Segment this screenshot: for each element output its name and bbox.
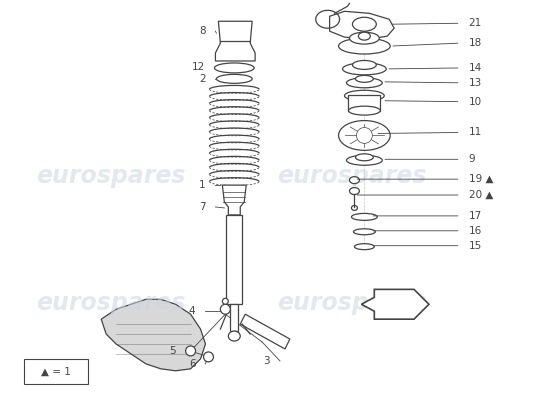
- Circle shape: [186, 346, 196, 356]
- Ellipse shape: [353, 60, 376, 70]
- Ellipse shape: [359, 32, 370, 40]
- Text: 6: 6: [189, 359, 196, 369]
- Text: 12: 12: [192, 62, 206, 72]
- Ellipse shape: [351, 206, 358, 210]
- Ellipse shape: [344, 90, 384, 101]
- Ellipse shape: [346, 155, 382, 165]
- Ellipse shape: [346, 78, 382, 88]
- Text: 16: 16: [469, 226, 482, 236]
- Bar: [230, 304, 238, 331]
- Polygon shape: [361, 289, 429, 319]
- Circle shape: [222, 298, 228, 304]
- Polygon shape: [101, 299, 206, 371]
- Text: 8: 8: [199, 26, 206, 36]
- Text: eurospares: eurospares: [36, 164, 186, 188]
- Ellipse shape: [355, 154, 373, 161]
- Ellipse shape: [349, 188, 359, 194]
- Text: 4: 4: [189, 306, 196, 316]
- Text: 1: 1: [199, 180, 206, 190]
- Ellipse shape: [355, 75, 373, 82]
- Text: 3: 3: [263, 356, 270, 366]
- Text: eurospares: eurospares: [36, 291, 186, 315]
- Ellipse shape: [339, 38, 390, 54]
- Bar: [24, 359, 89, 384]
- Bar: [227, 215, 242, 304]
- Ellipse shape: [228, 331, 240, 341]
- Text: 14: 14: [469, 63, 482, 73]
- Ellipse shape: [349, 177, 359, 184]
- Text: 11: 11: [469, 128, 482, 138]
- Circle shape: [204, 352, 213, 362]
- Ellipse shape: [339, 120, 390, 150]
- Polygon shape: [216, 21, 255, 61]
- Ellipse shape: [214, 63, 254, 73]
- Text: 13: 13: [469, 78, 482, 88]
- Text: 9: 9: [469, 154, 475, 164]
- Polygon shape: [329, 11, 394, 39]
- Text: ▲ = 1: ▲ = 1: [41, 367, 70, 377]
- Ellipse shape: [216, 74, 252, 83]
- Ellipse shape: [354, 229, 375, 235]
- Text: 10: 10: [469, 97, 482, 107]
- Polygon shape: [222, 185, 246, 215]
- Text: 18: 18: [469, 38, 482, 48]
- Text: 2: 2: [199, 74, 206, 84]
- Ellipse shape: [354, 244, 375, 250]
- Text: 20 ▲: 20 ▲: [469, 190, 493, 200]
- Ellipse shape: [349, 106, 380, 115]
- Text: eurospares: eurospares: [277, 291, 426, 315]
- Circle shape: [221, 304, 230, 314]
- Text: 15: 15: [469, 241, 482, 251]
- Ellipse shape: [353, 17, 376, 31]
- Text: 19 ▲: 19 ▲: [469, 174, 493, 184]
- Ellipse shape: [351, 214, 377, 220]
- Text: 7: 7: [199, 202, 206, 212]
- Text: 21: 21: [469, 18, 482, 28]
- Ellipse shape: [343, 63, 386, 75]
- Text: 17: 17: [469, 211, 482, 221]
- Text: eurospares: eurospares: [277, 164, 426, 188]
- Polygon shape: [240, 314, 290, 349]
- Text: 5: 5: [169, 346, 175, 356]
- Circle shape: [356, 128, 372, 143]
- Bar: [349, 95, 380, 111]
- Ellipse shape: [349, 32, 379, 44]
